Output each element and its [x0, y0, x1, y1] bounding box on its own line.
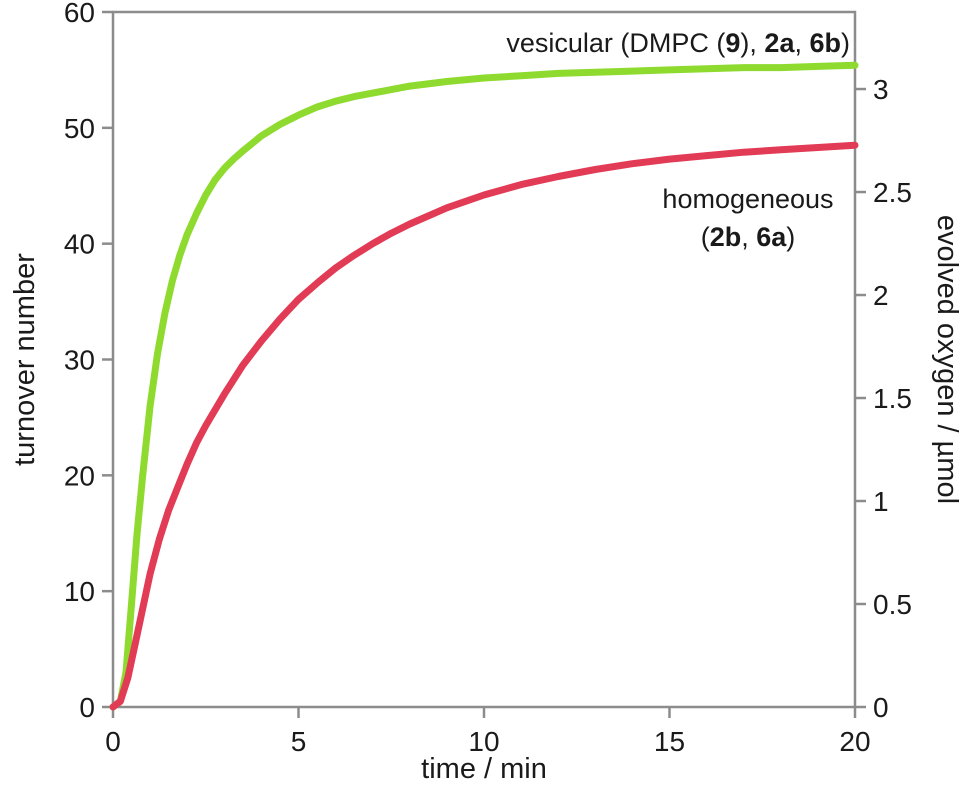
y-axis-right-tick-label: 0.5: [873, 589, 912, 620]
x-axis-tick-label: 5: [291, 726, 307, 757]
vesicular-series: [109, 61, 859, 711]
x-axis-tick-label: 20: [839, 726, 870, 757]
y-axis-left-tick-label: 40: [64, 229, 95, 260]
y-axis-right-title: evolved oxygen / µmol: [931, 215, 963, 504]
y-axis-right-tick-label: 2.5: [873, 177, 912, 208]
y-axis-left-tick-label: 20: [64, 460, 95, 491]
y-axis-right-tick-label: 3: [873, 74, 889, 105]
homogeneous-series: [109, 141, 859, 711]
y-axis-right-tick-label: 1: [873, 486, 889, 517]
y-axis-left-tick-label: 50: [64, 113, 95, 144]
y-axis-left-title: turnover number: [9, 253, 41, 466]
y-axis-left-tick-label: 0: [79, 692, 95, 723]
homogeneous-curve-label: homogeneous (2b, 6a): [662, 184, 833, 252]
x-axis-title: time / min: [421, 753, 547, 785]
x-axis-tick-label: 10: [468, 726, 499, 757]
x-axis-tick-label: 0: [105, 726, 121, 757]
y-axis-left-tick-label: 30: [64, 345, 95, 376]
vesicular-curve-label: vesicular (DMPC (9), 2a, 6b): [506, 28, 850, 58]
x-axis-tick-label: 15: [654, 726, 685, 757]
y-axis-left-tick-label: 60: [64, 0, 95, 28]
plot-frame: [111, 10, 857, 709]
y-axis-left-tick-label: 10: [64, 576, 95, 607]
y-axis-right-tick-label: 0: [873, 692, 889, 723]
y-axis-right-tick-label: 2: [873, 280, 889, 311]
y-axis-right-tick-label: 1.5: [873, 383, 912, 414]
